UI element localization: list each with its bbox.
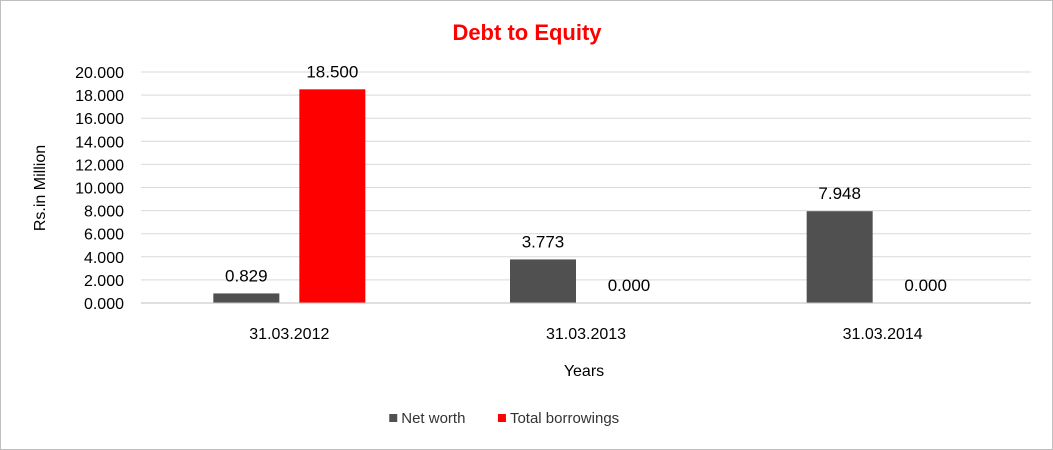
x-tick-label: 31.03.2014 (843, 326, 923, 343)
x-tick-label: 31.03.2012 (249, 326, 329, 343)
legend-label: Total borrowings (510, 410, 619, 427)
y-tick-label: 6.000 (84, 227, 124, 244)
data-label: 0.000 (608, 276, 651, 295)
bar-total-borrowings (299, 89, 366, 303)
y-tick-label: 4.000 (84, 250, 124, 267)
y-tick-label: 16.000 (75, 111, 124, 128)
x-axis-ticks: 31.03.2012 31.03.2013 31.03.2014 (249, 326, 923, 343)
y-tick-label: 0.000 (84, 296, 124, 313)
bar-net-worth (213, 293, 280, 303)
data-labels: 0.829 18.500 3.773 0.000 7.948 0.000 (225, 62, 947, 295)
y-axis-label: Rs.in Million (32, 145, 49, 231)
data-label: 0.000 (904, 276, 947, 295)
legend-label: Net worth (401, 410, 465, 427)
legend-swatch (497, 414, 506, 422)
y-axis-ticks: 0.000 2.000 4.000 6.000 8.000 10.000 12.000 14.… (75, 65, 124, 313)
data-label: 3.773 (522, 232, 565, 251)
data-label: 18.500 (306, 62, 358, 81)
data-label: 7.948 (818, 184, 861, 203)
y-tick-label: 12.000 (75, 157, 124, 174)
x-tick-label: 31.03.2013 (546, 326, 626, 343)
gridlines (141, 71, 1031, 281)
chart-title: Debt to Equity (452, 20, 602, 45)
bar-net-worth (806, 211, 873, 303)
y-tick-label: 2.000 (84, 273, 124, 290)
legend: Net worth Total borrowings (389, 410, 619, 427)
y-tick-label: 8.000 (84, 204, 124, 221)
data-label: 0.829 (225, 266, 268, 285)
y-tick-label: 20.000 (75, 65, 124, 82)
bar-net-worth (510, 259, 576, 303)
y-tick-label: 18.000 (75, 88, 124, 105)
y-tick-label: 14.000 (75, 134, 124, 151)
legend-swatch (389, 414, 398, 422)
y-tick-label: 10.000 (75, 181, 124, 198)
bars (213, 89, 873, 303)
x-axis-label: Years (564, 363, 604, 380)
